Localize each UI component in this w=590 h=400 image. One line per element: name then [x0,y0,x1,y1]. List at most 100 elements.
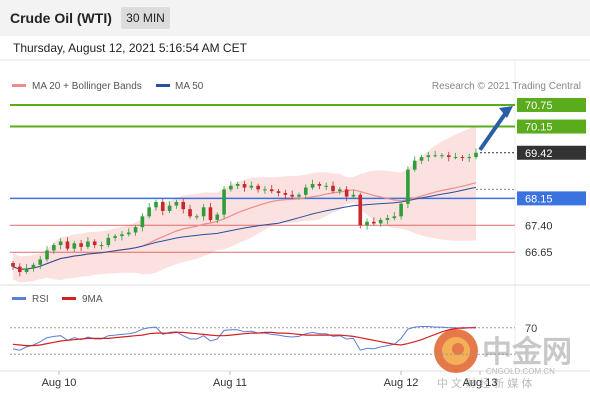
rsi-level-label-70: 70 [525,323,537,335]
candle-body [106,237,111,246]
candle-body [120,234,124,237]
level-tag-70.15 [517,119,586,134]
candle-body [372,221,376,224]
candle-body [344,189,349,197]
timeframe-button[interactable]: 30 MIN [121,7,170,29]
candle [453,152,458,160]
candle-body [290,194,294,197]
candle-body [324,185,329,187]
candle [24,264,29,275]
watermark-text: 中金网 [482,335,572,369]
candle [208,203,213,223]
candle-body [256,185,260,190]
candle [11,260,15,270]
level-label-67.40: 67.40 [525,220,553,232]
watermark-sub: CNGOLD.COM.CN [486,367,555,376]
candle [440,153,444,159]
candle [65,237,70,251]
candle [113,233,117,242]
candle [344,186,349,201]
candle [399,201,403,220]
candle [92,239,97,249]
candle [79,240,83,252]
rsi-line [12,326,477,351]
candle [412,156,417,172]
candle-body [113,236,117,238]
candle-body [317,184,322,186]
level-tag-69.42 [517,145,586,160]
candle [426,152,431,162]
level-label-66.65: 66.65 [525,247,553,259]
candle [385,214,390,225]
candle [215,212,220,224]
candle-body [446,155,451,158]
candle [174,199,179,209]
candle [201,204,206,221]
bollinger-band [13,125,476,283]
projection-arrow-head [499,106,513,119]
candle [195,214,199,220]
candle [120,231,124,241]
candle [283,189,288,200]
candle-body [378,219,383,224]
candle-body [92,241,97,246]
candle [324,182,329,191]
candle [126,228,131,237]
candle [86,237,90,250]
candle [45,246,49,262]
candle-body [331,185,335,192]
candle-body [385,218,390,220]
candle-body [31,264,36,269]
candle-body [229,185,233,190]
candle [460,154,465,162]
candle [52,242,56,254]
candle-body [399,203,403,217]
candle [106,233,111,248]
candle [167,201,172,214]
level-tag-70.75 [517,97,586,112]
legend-9ma-swatch [62,297,76,300]
candle [297,192,301,200]
candle-body [412,160,417,170]
candle [406,166,410,209]
legend-rsi-swatch [12,297,26,300]
candle [358,192,363,229]
candle-body [133,227,138,233]
candle [310,179,315,190]
candle [242,180,247,192]
candle [222,186,226,219]
candle-body [235,184,240,186]
instrument-title: Crude Oil (WTI) [10,10,112,26]
candle [99,241,104,250]
candle-body [201,207,206,217]
candle-body [474,152,478,158]
candle-body [433,155,437,157]
candle-body [126,232,131,235]
x-label-aug-10: Aug 10 [42,377,77,389]
candle [338,187,342,195]
candle-body [310,184,315,188]
level-label-70.15: 70.15 [525,122,553,134]
candle-body [52,245,56,251]
candle-body [303,187,308,195]
candle [263,186,267,194]
candle [249,181,254,190]
candle-body [195,216,199,218]
candle-body [338,189,342,192]
projection-arrow-shaft [478,109,509,152]
candle [276,189,281,197]
candle [433,150,437,158]
candle [31,262,36,272]
candle-body [426,155,431,158]
legend-ma50-label: MA 50 [175,81,204,92]
candle-body [188,209,192,217]
candle [72,241,77,252]
candle-body [147,207,151,217]
candle-body [208,207,213,220]
candle-body [11,263,15,267]
candle [446,152,451,162]
candle-body [99,245,104,247]
level-label-68.15: 68.15 [525,193,553,205]
candle [474,148,478,160]
candle-body [222,189,226,215]
